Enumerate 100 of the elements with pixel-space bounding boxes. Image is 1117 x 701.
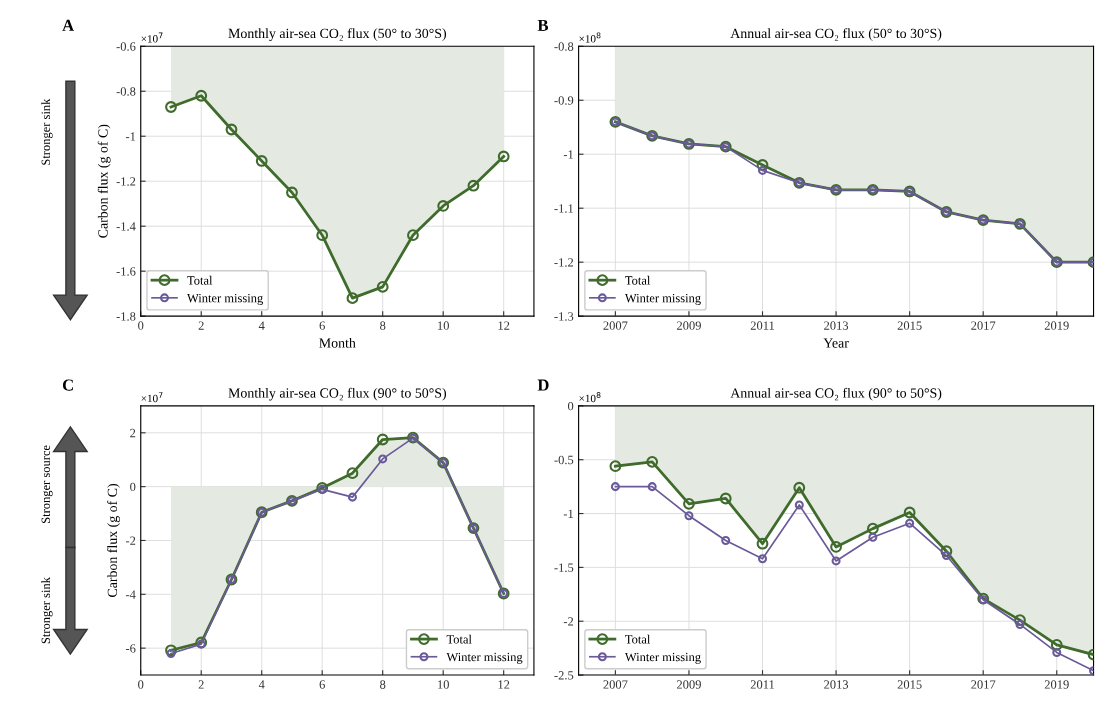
y-tick-label: -1 (563, 150, 573, 159)
point (346, 467, 359, 480)
text: Stronger source (41, 445, 53, 523)
y-tick-label: -4 (125, 590, 136, 599)
x-tick-label: 12 (498, 321, 510, 330)
y-tick-label: -1.6 (116, 267, 136, 276)
point (683, 497, 695, 510)
x-tick-label: 8 (380, 680, 386, 689)
point (378, 454, 388, 464)
y-tick-label: -0.6 (116, 42, 136, 51)
point (866, 522, 879, 535)
y-tick-label: -6 (125, 644, 136, 653)
text: D (537, 379, 549, 391)
point (647, 482, 657, 492)
text: Stronger sink (41, 98, 53, 165)
y-tick-label: -1.1 (554, 204, 573, 213)
x-tick-label: 6 (319, 321, 325, 330)
point (225, 123, 238, 136)
point (756, 159, 769, 171)
x-tick-label: 2013 (824, 321, 849, 330)
point (286, 186, 298, 199)
point (255, 155, 268, 167)
point (793, 481, 806, 494)
y-tick-label: -0.5 (554, 455, 574, 465)
y-tick-label: -0.8 (116, 87, 136, 96)
x-tick-label: 10 (438, 680, 449, 689)
legend-label: Total (187, 275, 213, 285)
legend-label: Total (625, 275, 651, 285)
point (905, 518, 915, 528)
legend-label: Winter missing (187, 293, 263, 305)
point (903, 506, 916, 519)
text: ×10$^{7}$ (141, 392, 163, 403)
legend-label: Winter missing (446, 652, 523, 664)
x-tick-label: 2019 (1044, 321, 1069, 330)
y-tick-label: 2 (130, 428, 136, 438)
x-tick-label: 0 (138, 321, 144, 330)
legend-label: Total (625, 634, 651, 644)
point (831, 556, 841, 566)
x-tick-label: 2015 (897, 321, 922, 330)
y-tick-label: -1 (125, 132, 136, 141)
text: A (62, 19, 75, 31)
y-axis-title: Carbon flux (g of C) (107, 483, 120, 597)
y-tick-label: -1.4 (116, 222, 136, 231)
y-axis-title: Carbon flux (g of C) (97, 124, 111, 238)
y-tick-label: -2 (125, 536, 136, 545)
point (347, 492, 357, 502)
y-tick-label: -0.8 (554, 42, 574, 51)
text: ×10$^{8}$ (579, 32, 601, 43)
x-tick-label: 2007 (603, 680, 628, 689)
x-axis-title: Month (319, 337, 356, 348)
x-tick-label: 2007 (603, 321, 628, 330)
text: ×10$^{8}$ (579, 392, 601, 403)
y-tick-label: -1.8 (116, 312, 136, 321)
point (165, 101, 177, 113)
y-tick-label: -1.3 (554, 312, 574, 321)
point (376, 281, 389, 293)
point (1052, 647, 1062, 657)
point (609, 460, 622, 473)
y-tick-label: -1.5 (554, 563, 574, 572)
point (166, 649, 176, 659)
point (684, 511, 694, 521)
x-tick-label: 2017 (971, 680, 996, 689)
x-tick-label: 2013 (824, 680, 849, 689)
point (316, 229, 329, 242)
legend-label: Winter missing (624, 293, 701, 305)
x-tick-label: 6 (319, 680, 325, 689)
point (794, 500, 804, 510)
point (940, 545, 953, 558)
y-tick-label: -1 (563, 509, 573, 518)
text: B (537, 19, 549, 31)
point (646, 455, 659, 468)
point (868, 532, 878, 542)
x-tick-label: 2009 (677, 680, 701, 689)
chart-title: Annual air-sea CO₂ flux (50° to 30°S) (730, 28, 942, 41)
point (758, 554, 768, 564)
x-tick-label: 4 (258, 321, 265, 330)
x-tick-label: 2017 (971, 321, 996, 330)
y-tick-label: -2 (563, 617, 574, 626)
point (346, 292, 359, 305)
chart-title: Annual air-sea CO₂ flux (90° to 50°S) (730, 387, 942, 401)
x-tick-label: 12 (498, 680, 510, 689)
y-tick-label: -1.2 (116, 177, 136, 186)
point (610, 482, 620, 492)
y-tick-label: 0 (130, 482, 136, 492)
point (830, 541, 842, 553)
text: C (62, 379, 73, 391)
y-tick-label: -1.2 (554, 258, 574, 267)
x-tick-label: 2 (198, 321, 204, 330)
x-tick-label: 2009 (677, 321, 701, 330)
point (1014, 614, 1026, 627)
x-tick-label: 10 (438, 321, 449, 330)
point (497, 150, 510, 163)
y-tick-label: -2.5 (554, 671, 574, 680)
point (941, 551, 951, 561)
y-tick-label: -0.9 (554, 96, 574, 105)
point (437, 200, 450, 212)
chart-title: Monthly air-sea CO₂ flux (50° to 30°S) (228, 28, 447, 41)
x-tick-label: 4 (258, 680, 265, 689)
legend-label: Winter missing (624, 652, 701, 664)
chart-title: Monthly air-sea CO₂ flux (90° to 50°S) (228, 387, 447, 401)
